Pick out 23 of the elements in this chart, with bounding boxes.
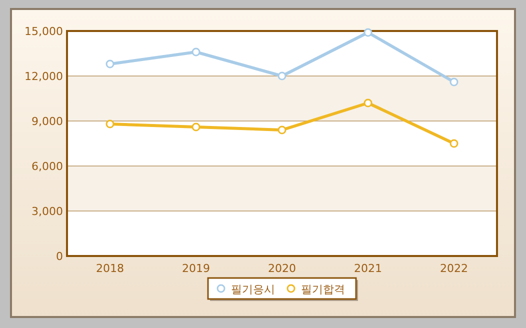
point (192, 122, 200, 132)
y-tick-label: 0 (56, 250, 63, 263)
point (192, 48, 200, 56)
x-tick-label: 2021 (354, 262, 382, 275)
x-tick-label: 2019 (182, 262, 210, 275)
point (106, 120, 114, 128)
y-tick-label: 3,000 (32, 205, 63, 218)
y-tick-label: 15,000 (24, 25, 63, 38)
y-tick-label: 6,000 (32, 160, 63, 173)
point (278, 72, 286, 80)
point (364, 28, 372, 37)
point (450, 78, 458, 86)
point (450, 139, 458, 148)
point (106, 60, 114, 68)
point (278, 126, 286, 134)
x-tick-label: 2018 (96, 262, 124, 275)
point (364, 98, 372, 108)
y-tick-label: 9,000 (32, 115, 63, 128)
legend-label: 필기응시 (231, 283, 275, 296)
x-tick-label: 2020 (268, 262, 296, 275)
legend-label: 필기합격 (301, 283, 345, 296)
x-tick-label: 2022 (440, 262, 468, 275)
y-tick-label: 12,000 (24, 70, 63, 83)
